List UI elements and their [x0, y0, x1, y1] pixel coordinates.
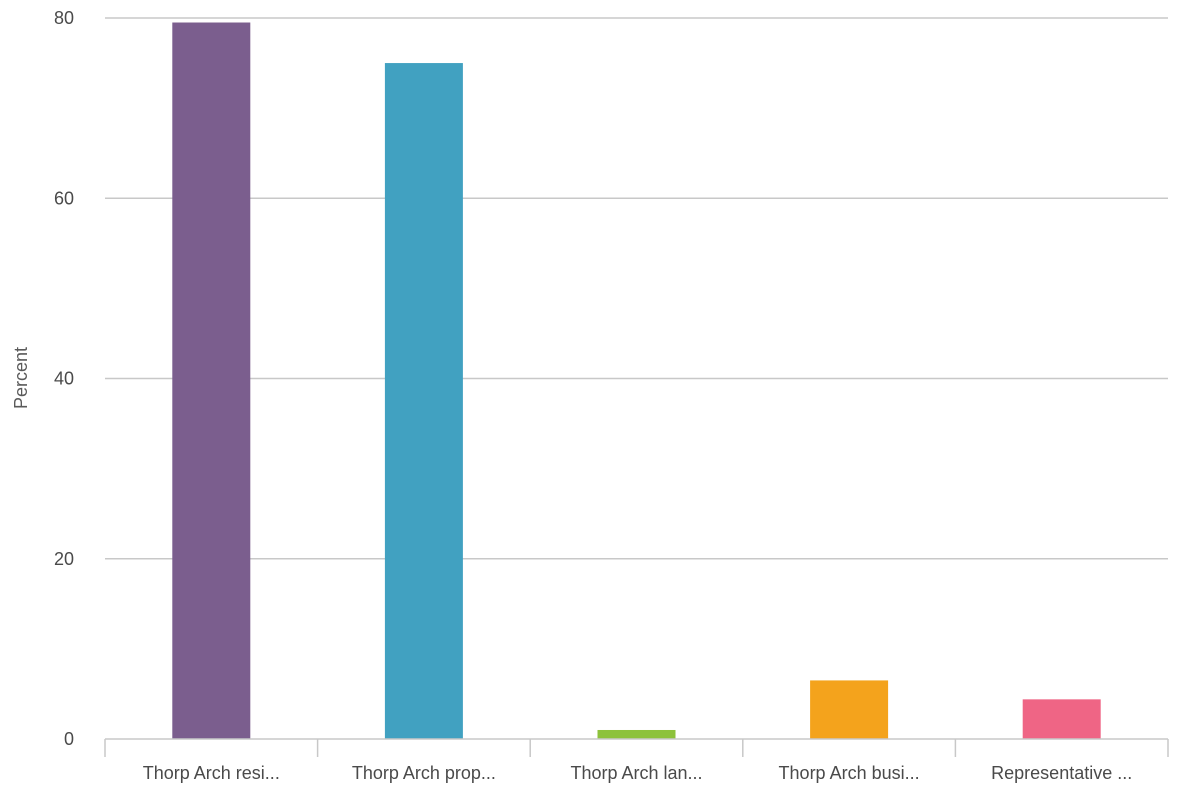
bar — [384, 63, 463, 739]
y-tick-label: 80 — [54, 8, 74, 28]
bar — [1022, 699, 1101, 739]
x-tick-label: Thorp Arch prop... — [352, 763, 496, 783]
bars — [172, 22, 1101, 740]
bar — [172, 22, 251, 740]
y-tick-label: 20 — [54, 549, 74, 569]
gridlines — [105, 17, 1168, 560]
x-axis-category-labels: Thorp Arch resi... Thorp Arch prop... Thor… — [143, 763, 1132, 783]
x-axis — [104, 738, 1169, 757]
x-tick-label: Thorp Arch lan... — [570, 763, 702, 783]
x-tick-label: Thorp Arch resi... — [143, 763, 280, 783]
y-axis-ticks: 0 20 40 60 80 — [54, 8, 74, 749]
y-tick-label: 40 — [54, 369, 74, 389]
bar — [810, 680, 889, 739]
x-tick-label: Thorp Arch busi... — [779, 763, 920, 783]
y-tick-label: 0 — [64, 729, 74, 749]
x-tick-label: Representative ... — [991, 763, 1132, 783]
y-axis-title: Percent — [11, 347, 31, 409]
y-tick-label: 60 — [54, 188, 74, 208]
bar — [597, 729, 676, 739]
